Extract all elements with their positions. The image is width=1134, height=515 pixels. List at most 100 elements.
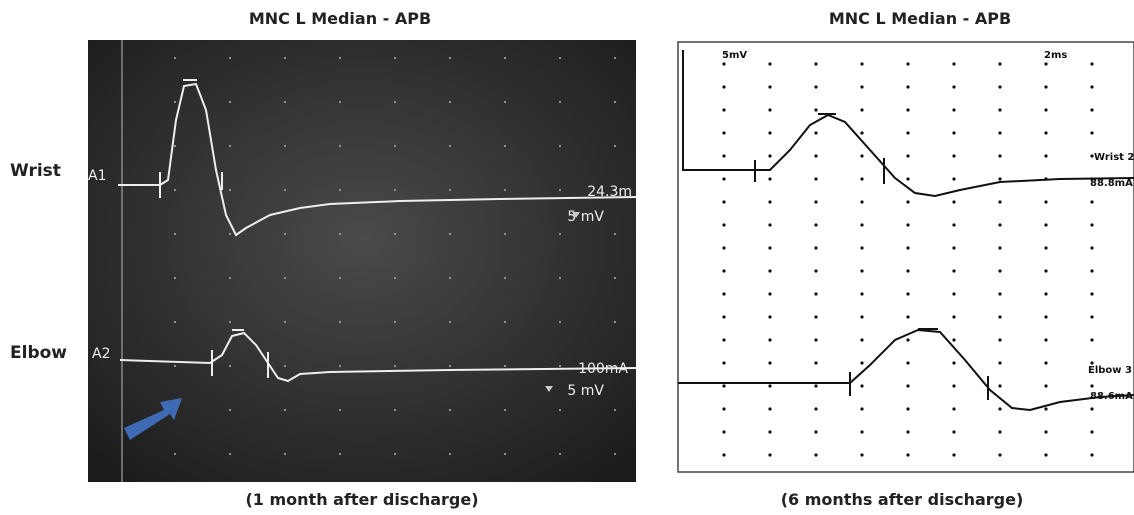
grid-dot [722, 361, 726, 365]
grid-dot [503, 276, 507, 280]
grid-dot [814, 108, 818, 112]
grid-dot [814, 200, 818, 204]
grid-dot [952, 269, 956, 273]
grid-dot [814, 338, 818, 342]
grid-dot [613, 452, 617, 456]
grid-dot [173, 100, 177, 104]
channel: A1 [88, 168, 106, 184]
grid-dot [503, 452, 507, 456]
grid-dot [1090, 315, 1094, 319]
grid-dot [1090, 154, 1094, 158]
grid-dot [814, 407, 818, 411]
grid-dot [906, 315, 910, 319]
grid-dot [503, 188, 507, 192]
grid-dot [228, 232, 232, 236]
grid-dot [768, 315, 772, 319]
grid-dot [722, 269, 726, 273]
grid-dot [1090, 430, 1094, 434]
grid-dot [558, 232, 562, 236]
grid-dot [173, 276, 177, 280]
left-screen [88, 40, 636, 482]
grid-dot [393, 408, 397, 412]
grid-dot [173, 364, 177, 368]
row-label: Elbow [10, 343, 67, 363]
grid-dot [393, 56, 397, 60]
grid-dot [722, 384, 726, 388]
grid-dot [860, 177, 864, 181]
grid-dot [722, 292, 726, 296]
grid-dot [768, 223, 772, 227]
grid-dot [613, 188, 617, 192]
grid-dot [998, 453, 1002, 457]
grid-dot [613, 56, 617, 60]
grid-dot [722, 177, 726, 181]
grid-dot [283, 408, 287, 412]
grid-dot [906, 338, 910, 342]
grid-dot [393, 364, 397, 368]
grid-dot [1090, 131, 1094, 135]
grid-dot [952, 384, 956, 388]
grid-dot [860, 338, 864, 342]
reading: 88.6mA [1090, 391, 1133, 402]
grid-dot [228, 100, 232, 104]
grid-dot [906, 384, 910, 388]
grid-dot [768, 407, 772, 411]
grid-dot [814, 85, 818, 89]
grid-dot [1090, 338, 1094, 342]
grid-dot [952, 131, 956, 135]
grid-dot [906, 269, 910, 273]
reading: 88.8mA [1090, 178, 1133, 189]
gain: 5mV [722, 50, 747, 61]
grid-dot [1090, 361, 1094, 365]
grid-dot [952, 177, 956, 181]
grid-dot [448, 188, 452, 192]
right-markers [754, 113, 989, 400]
grid-dot [1090, 85, 1094, 89]
grid-dot [814, 269, 818, 273]
grid-dot [860, 131, 864, 135]
grid-dot [338, 364, 342, 368]
grid-dot [448, 56, 452, 60]
grid-dot [768, 200, 772, 204]
grid-dot [1044, 315, 1048, 319]
grid-dot [952, 223, 956, 227]
grid-dot [503, 364, 507, 368]
grid-dot [283, 320, 287, 324]
grid-dot [952, 430, 956, 434]
grid-dot [860, 246, 864, 250]
grid-dot [722, 315, 726, 319]
grid-dot [448, 144, 452, 148]
grid-dot [613, 100, 617, 104]
grid-dot [283, 452, 287, 456]
grid-dot [860, 384, 864, 388]
grid-dot [722, 62, 726, 66]
grid-dot [173, 144, 177, 148]
grid-dot [906, 292, 910, 296]
grid-dot [998, 384, 1002, 388]
grid-dot [448, 364, 452, 368]
grid-dot [768, 269, 772, 273]
elbow-trace-right [678, 328, 1134, 412]
reading: 24.3m [587, 184, 632, 200]
grid-dot [998, 292, 1002, 296]
grid-dot [998, 131, 1002, 135]
grid-dot [173, 320, 177, 324]
grid-dot [393, 144, 397, 148]
grid-dot [952, 292, 956, 296]
grid-dot [1090, 292, 1094, 296]
grid-dot [998, 108, 1002, 112]
grid-dot [860, 62, 864, 66]
grid-dot [998, 62, 1002, 66]
grid-dot [173, 188, 177, 192]
grid-dot [283, 144, 287, 148]
right-title: MNC L Median - APB [829, 9, 1011, 28]
grid-dot [1044, 430, 1048, 434]
left-grid [173, 56, 617, 456]
grid-dot [906, 430, 910, 434]
grid-dot [503, 144, 507, 148]
grid-dot [860, 315, 864, 319]
grid-dot [906, 246, 910, 250]
grid-dot [722, 108, 726, 112]
grid-dot [998, 154, 1002, 158]
